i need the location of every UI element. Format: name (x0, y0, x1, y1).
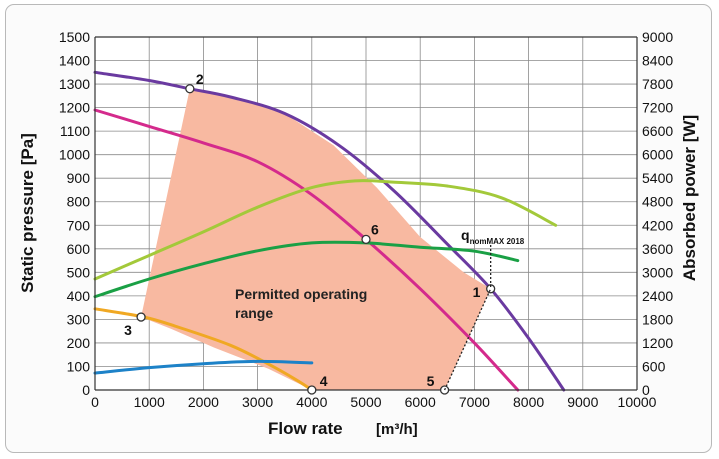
point-marker-3 (136, 312, 146, 322)
region-label-line1: Permitted operating (235, 286, 367, 302)
x-tick-label: 5000 (350, 394, 381, 410)
point-marker-2 (185, 84, 195, 94)
y-right-tick-label: 7800 (642, 76, 673, 92)
series-line-4 (93, 359, 314, 375)
x-tick-label: 6000 (405, 394, 436, 410)
y-left-tick-label: 300 (67, 311, 91, 327)
y-right-tick-label: 1800 (642, 311, 673, 327)
y-right-tick-label: 5400 (642, 170, 673, 186)
limit-dashed-line (443, 288, 492, 391)
series-line-5 (93, 179, 558, 281)
y-left-tick-label: 100 (67, 358, 91, 374)
point-marker-4 (307, 385, 317, 395)
x-tick-label: 0 (91, 394, 99, 410)
y-right-tick-label: 3600 (642, 241, 673, 257)
qnom-label: qnomMAX 2018 (461, 227, 525, 246)
y-left-tick-label: 1000 (59, 147, 90, 163)
y-right-tick-label: 600 (642, 358, 666, 374)
x-tick-label: 9000 (567, 394, 598, 410)
y-left-title: Static pressure [Pa] (18, 133, 37, 293)
chart-card: 0 1000 2000 3000 4000 5000 6000 7000 8000 9000 100… (5, 4, 712, 453)
y-right-tick-label: 2400 (642, 288, 673, 304)
y-right-tick-label: 0 (642, 382, 650, 398)
series-line-2 (93, 108, 520, 392)
y-left-tick-label: 500 (67, 264, 91, 280)
y-left-tick-label: 800 (67, 194, 91, 210)
annotations: Permitted operating range Flow rate [m³/… (18, 115, 699, 438)
y-left-tick-label: 900 (67, 170, 91, 186)
qnom-sub: nomMAX 2018 (470, 237, 525, 246)
axes (94, 36, 638, 391)
y-right-tick-label: 1200 (642, 335, 673, 351)
point-label-2: 2 (196, 71, 204, 87)
series-line-1 (93, 70, 566, 392)
y-left-tick-label: 700 (67, 217, 91, 233)
tick-labels: 0 1000 2000 3000 4000 5000 6000 7000 8000 9000 100… (59, 29, 674, 410)
x-tick-label: 10000 (618, 394, 657, 410)
x-axis-unit: [m³/h] (376, 421, 418, 438)
point-label-3: 3 (124, 322, 132, 338)
y-right-tick-label: 4800 (642, 194, 673, 210)
series-line-6 (93, 240, 520, 299)
x-tick-label: 3000 (242, 394, 273, 410)
x-tick-label: 1000 (134, 394, 165, 410)
point-label-4: 4 (320, 373, 328, 389)
y-left-tick-label: 1100 (60, 123, 90, 139)
x-tick-label: 2000 (188, 394, 219, 410)
y-right-title: Absorbed power [W] (680, 115, 699, 281)
y-left-tick-label: 1400 (59, 53, 90, 69)
operating-range-area (141, 88, 491, 391)
x-tick-label: 7000 (459, 394, 490, 410)
y-left-tick-label: 400 (67, 288, 91, 304)
qnom-main: q (461, 227, 470, 243)
y-left-tick-label: 0 (82, 382, 90, 398)
y-right-tick-label: 9000 (642, 29, 673, 45)
x-tick-label: 8000 (513, 394, 544, 410)
operating-range (141, 88, 491, 391)
y-right-tick-label: 8400 (642, 53, 673, 69)
y-right-tick-label: 4200 (642, 217, 673, 233)
y-left-tick-label: 600 (67, 241, 91, 257)
y-right-tick-label: 7200 (642, 100, 673, 116)
point-label-5: 5 (427, 373, 435, 389)
y-left-tick-label: 200 (67, 335, 91, 351)
y-right-tick-label: 6000 (642, 147, 673, 163)
y-right-tick-label: 3000 (642, 264, 673, 280)
y-left-tick-label: 1200 (59, 100, 90, 116)
point-marker-6 (361, 234, 371, 245)
region-label-line2: range (235, 305, 273, 321)
y-left-tick-label: 1500 (59, 29, 90, 45)
point-label-1: 1 (473, 284, 481, 300)
point-marker-1 (486, 284, 496, 294)
y-left-tick-label: 1300 (59, 76, 90, 92)
y-right-tick-label: 6600 (642, 123, 673, 139)
flow-pressure-chart: 0 1000 2000 3000 4000 5000 6000 7000 8000 9000 100… (18, 29, 699, 438)
x-tick-label: 4000 (296, 394, 327, 410)
x-axis-title: Flow rate (268, 419, 343, 438)
point-label-6: 6 (371, 221, 379, 237)
